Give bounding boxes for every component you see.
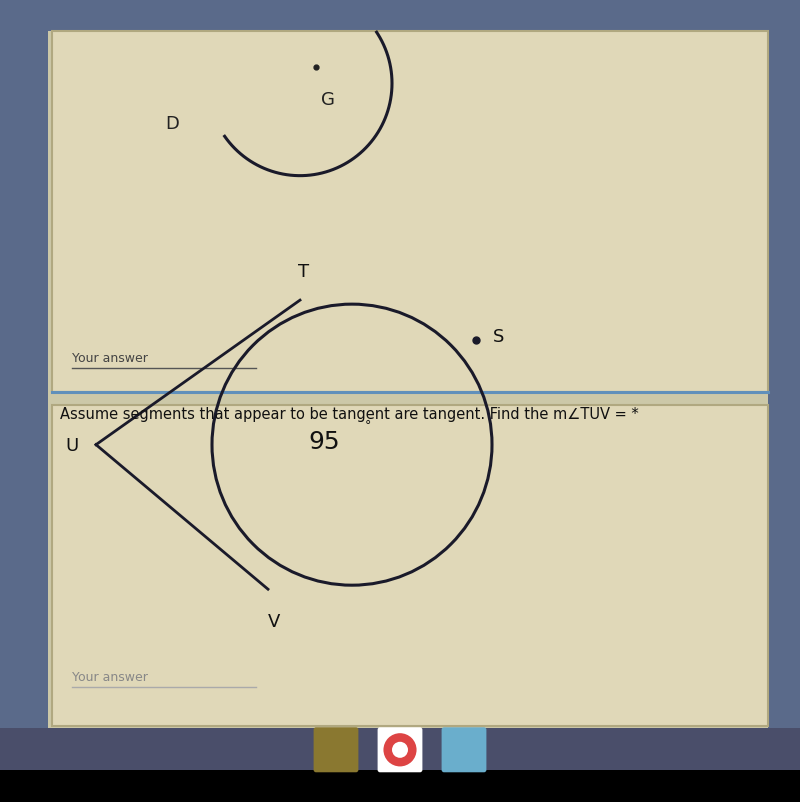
Text: Your answer: Your answer	[72, 352, 148, 365]
Text: 95: 95	[308, 429, 340, 453]
Text: Assume segments that appear to be tangent are tangent. Find the m∠TUV = *: Assume segments that appear to be tangen…	[60, 407, 638, 422]
Text: Your answer: Your answer	[72, 670, 148, 683]
Circle shape	[392, 742, 408, 758]
Circle shape	[382, 732, 418, 768]
Text: U: U	[65, 436, 78, 454]
Bar	[0, 728, 800, 802]
FancyBboxPatch shape	[314, 727, 358, 772]
FancyBboxPatch shape	[52, 405, 768, 726]
FancyBboxPatch shape	[442, 727, 486, 772]
Text: S: S	[493, 328, 504, 346]
FancyBboxPatch shape	[48, 32, 768, 730]
Text: D: D	[165, 115, 179, 133]
FancyBboxPatch shape	[52, 32, 768, 393]
Text: T: T	[298, 263, 310, 281]
Text: °: °	[365, 419, 371, 431]
Text: G: G	[321, 91, 335, 109]
Text: V: V	[268, 612, 281, 630]
Bar	[0, 770, 800, 802]
FancyBboxPatch shape	[378, 727, 422, 772]
